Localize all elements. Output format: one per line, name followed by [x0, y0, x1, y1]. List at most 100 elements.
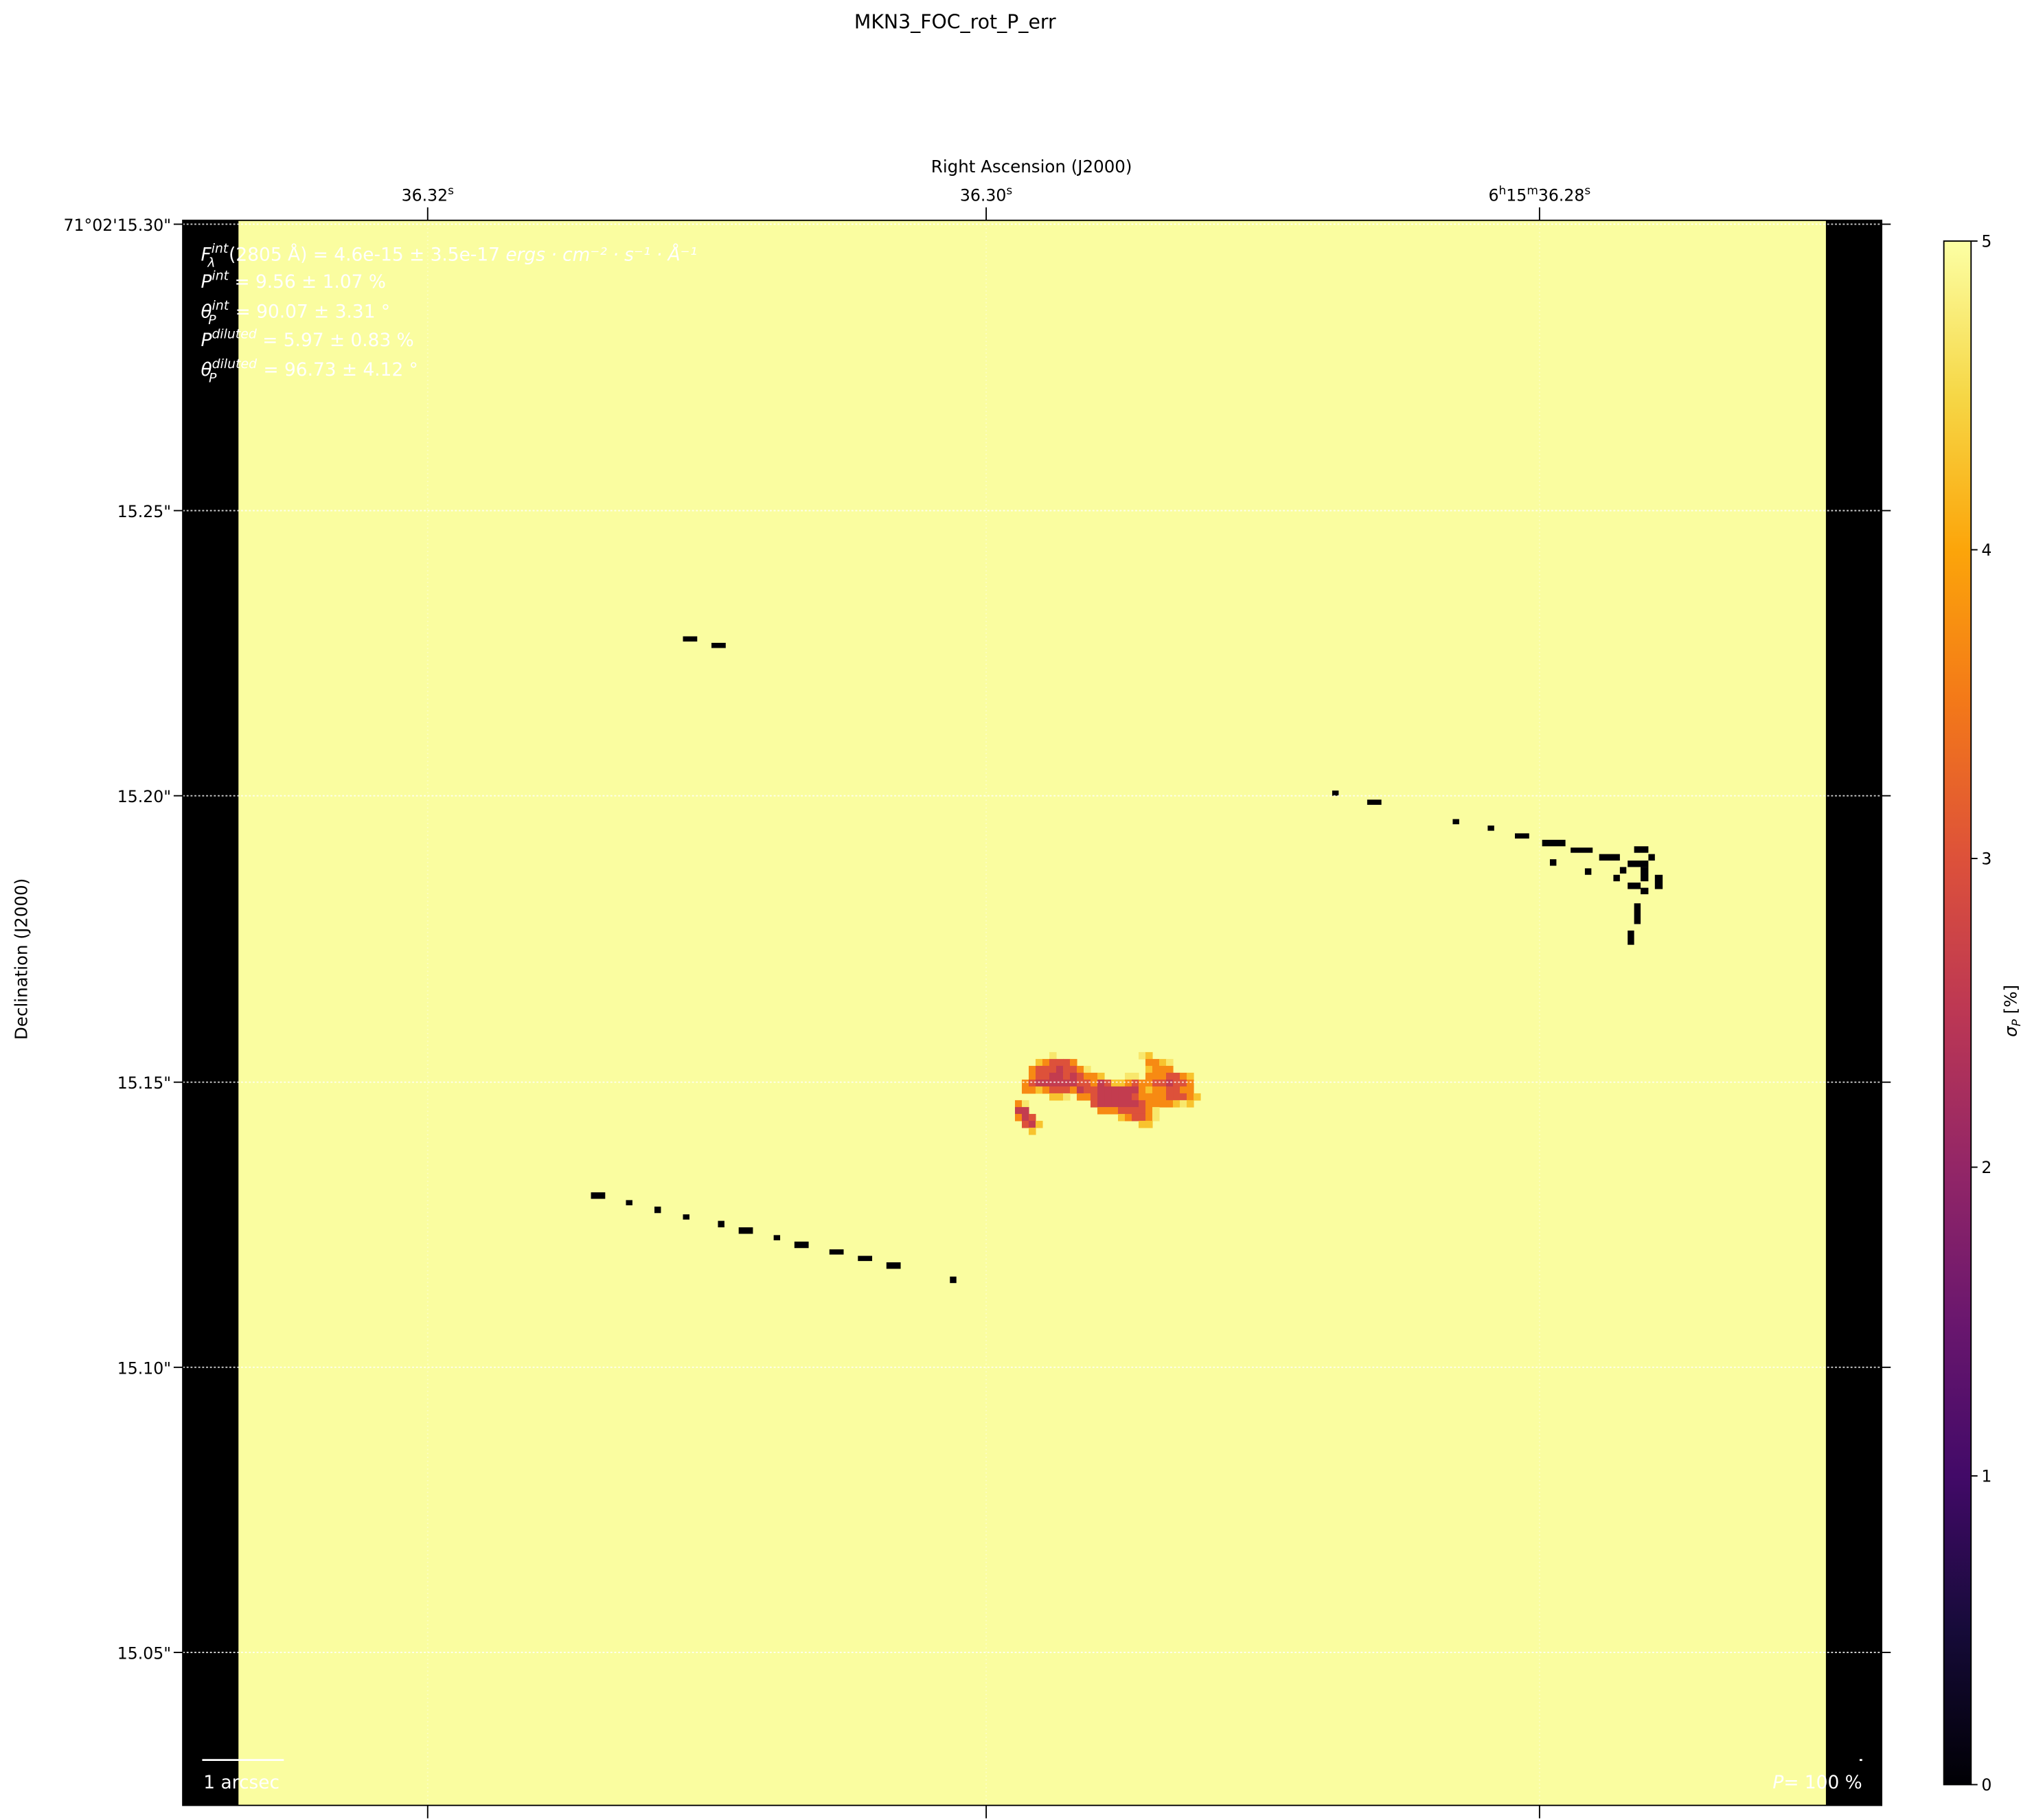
core-pixel	[1028, 1120, 1036, 1128]
core-pixel	[1091, 1072, 1098, 1080]
core-pixel	[1132, 1113, 1139, 1122]
masked-pixel	[1571, 848, 1593, 853]
core-pixel	[1035, 1065, 1043, 1073]
y-tick-label: 15.05"	[117, 1643, 171, 1663]
y-tick-label: 15.20"	[117, 787, 171, 806]
core-pixel	[1042, 1086, 1050, 1094]
core-pixel	[1159, 1093, 1167, 1101]
core-pixel	[1194, 1093, 1201, 1101]
masked-pixel	[1599, 854, 1620, 861]
core-pixel	[1077, 1079, 1084, 1087]
core-pixel	[1055, 1079, 1064, 1087]
masked-right-strip	[1825, 220, 1882, 1806]
masked-pixel	[718, 1220, 724, 1228]
core-pixel	[1152, 1113, 1160, 1122]
core-pixel	[1063, 1086, 1071, 1094]
core-pixel	[1118, 1113, 1126, 1122]
core-pixel	[1145, 1072, 1153, 1080]
core-pixel	[1173, 1079, 1180, 1087]
core-pixel	[1159, 1100, 1167, 1108]
colorbar-tick-label: 3	[1981, 849, 1991, 868]
core-pixel	[1097, 1079, 1105, 1087]
core-pixel	[1035, 1079, 1043, 1087]
core-pixel	[1097, 1072, 1105, 1080]
masked-pixel	[1628, 883, 1641, 889]
core-pixel	[1118, 1100, 1126, 1108]
colorbar-gradient	[1943, 240, 1972, 1786]
core-pixel	[1152, 1106, 1160, 1115]
core-pixel	[1145, 1051, 1153, 1060]
core-pixel	[1111, 1079, 1119, 1087]
y-tick-label: 15.25"	[117, 502, 171, 521]
masked-pixel	[1584, 868, 1592, 875]
core-pixel	[1139, 1106, 1146, 1115]
masked-pixel	[738, 1227, 753, 1234]
core-pixel	[1049, 1058, 1057, 1067]
core-pixel	[1028, 1127, 1036, 1135]
core-pixel	[1139, 1113, 1146, 1122]
masked-pixel	[683, 1214, 689, 1220]
core-pixel	[1049, 1072, 1057, 1080]
masked-pixel	[626, 1200, 632, 1205]
core-pixel	[1084, 1079, 1091, 1087]
masked-pixel	[591, 1192, 606, 1199]
core-pixel	[1132, 1086, 1139, 1094]
annotation-line: θint P = 90.07 ± 3.31 °	[201, 298, 391, 328]
scale-bar-label: 1 arcsec	[203, 1772, 279, 1793]
core-pixel	[1173, 1100, 1180, 1108]
core-pixel	[1139, 1086, 1146, 1094]
core-pixel	[1111, 1093, 1119, 1101]
core-pixel	[1166, 1079, 1174, 1087]
core-pixel	[1187, 1079, 1194, 1087]
core-pixel	[1021, 1120, 1029, 1128]
core-pixel	[1091, 1086, 1098, 1094]
core-pixel	[1145, 1058, 1153, 1067]
core-pixel	[1077, 1086, 1084, 1094]
core-pixel	[1063, 1079, 1071, 1087]
masked-pixel	[1452, 819, 1459, 825]
core-pixel	[1055, 1065, 1064, 1073]
vector-scale-label: P= 100 %	[1772, 1772, 1862, 1793]
core-pixel	[1084, 1093, 1091, 1101]
colorbar-tick-label: 5	[1981, 231, 1991, 251]
masked-pixel	[1549, 859, 1557, 866]
masked-pixel	[1613, 874, 1620, 882]
core-pixel	[1091, 1100, 1098, 1108]
core-pixel	[1097, 1100, 1105, 1108]
core-pixel	[1145, 1086, 1153, 1094]
core-pixel	[1159, 1072, 1167, 1080]
colorbar-tick-label: 2	[1981, 1158, 1991, 1177]
chart-title: MKN3_FOC_rot_P_err	[854, 11, 1056, 34]
masked-pixel	[1628, 861, 1649, 867]
masked-pixel	[1619, 867, 1627, 874]
core-pixel	[1139, 1100, 1146, 1108]
masked-pixel	[1648, 854, 1655, 861]
core-pixel	[1125, 1106, 1132, 1115]
core-pixel	[1035, 1058, 1043, 1067]
image-background	[183, 220, 1882, 1806]
masked-pixel	[711, 642, 726, 648]
core-pixel	[1173, 1086, 1180, 1094]
core-pixel	[1091, 1093, 1098, 1101]
core-pixel	[1145, 1100, 1153, 1108]
masked-pixel	[1542, 839, 1566, 847]
core-pixel	[1187, 1072, 1194, 1080]
masked-pixel	[1332, 790, 1339, 796]
core-pixel	[1139, 1120, 1146, 1128]
y-tick-label: 15.15"	[117, 1073, 171, 1093]
core-pixel	[1084, 1072, 1091, 1080]
masked-pixel	[773, 1235, 781, 1240]
core-pixel	[1055, 1072, 1064, 1080]
colorbar-label: σP [%]	[2000, 985, 2024, 1037]
core-pixel	[1125, 1100, 1132, 1108]
core-pixel	[1063, 1065, 1071, 1073]
core-pixel	[1118, 1079, 1126, 1087]
core-pixel	[1166, 1072, 1174, 1080]
masked-left-strip	[183, 220, 239, 1806]
masked-pixel	[1641, 867, 1649, 882]
core-pixel	[1132, 1100, 1139, 1108]
core-pixel	[1021, 1079, 1029, 1087]
core-pixel	[1145, 1113, 1153, 1122]
core-pixel	[1139, 1093, 1146, 1101]
